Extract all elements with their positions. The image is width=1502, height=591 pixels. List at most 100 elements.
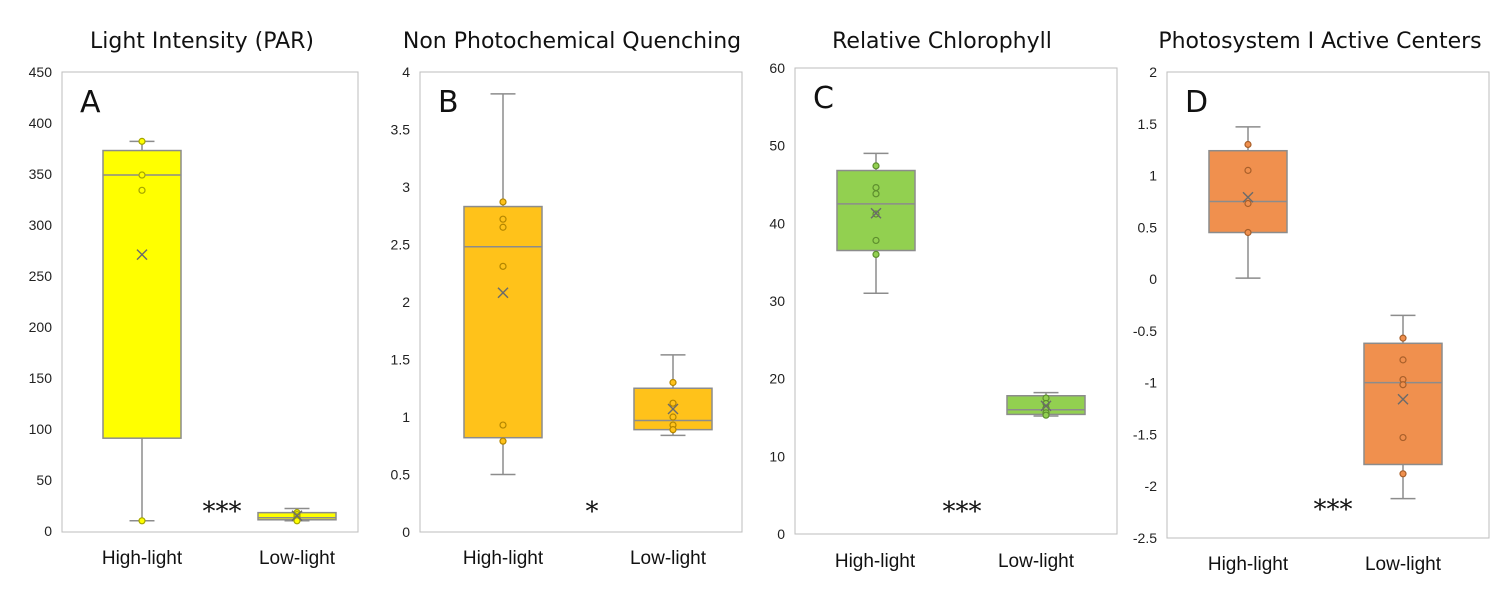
data-point	[138, 171, 146, 179]
y-tick-label: 150	[29, 370, 53, 386]
data-point	[499, 198, 507, 206]
panel-b: Non Photochemical Quenching B 0 0.5 1 1.5 2 2…	[391, 29, 743, 569]
box-low-light	[257, 507, 337, 525]
box-low-light	[1006, 391, 1086, 419]
y-tick-label: 1	[402, 409, 410, 425]
panel-d-boxes	[1208, 126, 1443, 500]
panel-c-plot-area	[794, 67, 1118, 535]
data-point	[138, 137, 146, 145]
panel-c-category-high-light: High-light	[835, 551, 916, 572]
data-point	[499, 223, 507, 231]
panel-a-plot-area	[61, 71, 359, 533]
panel-c-boxes	[836, 152, 1086, 419]
data-point	[1042, 411, 1050, 419]
y-tick-label: 0	[44, 523, 52, 539]
data-point	[138, 186, 146, 194]
y-tick-label: 300	[29, 217, 53, 233]
panel-a-y-axis: 0 50 100 150 200 250 300 350 400 450	[29, 64, 53, 539]
y-tick-label: 0	[402, 524, 410, 540]
data-point	[669, 399, 677, 407]
panel-b-category-high-light: High-light	[463, 548, 544, 569]
y-tick-label: 4	[402, 64, 410, 80]
panel-c-letter: C	[813, 81, 834, 116]
mean-marker	[667, 403, 679, 415]
panel-c-y-axis: 0 10 20 30 40 50 60	[769, 60, 785, 542]
panel-c: Relative Chlorophyll C 0 10 20 30 40 50 60 Hig…	[769, 29, 1118, 572]
y-tick-label: 250	[29, 268, 53, 284]
panel-d-y-axis: -2.5 -2 -1.5 -1 -0.5 0 0.5 1 1.5 2	[1133, 64, 1157, 546]
panel-c-category-low-light: Low-light	[998, 551, 1075, 572]
panel-d-plot-area	[1166, 71, 1490, 539]
data-point	[669, 426, 677, 434]
y-tick-label: 30	[769, 293, 785, 309]
mean-marker	[136, 249, 148, 261]
panel-a-letter: A	[80, 85, 101, 120]
y-tick-label: -2.5	[1133, 530, 1157, 546]
y-tick-label: 2	[402, 294, 410, 310]
panel-b-letter: B	[438, 85, 459, 120]
data-point	[499, 421, 507, 429]
data-point	[669, 413, 677, 421]
y-tick-label: -1.5	[1133, 426, 1157, 442]
panel-a-category-high-light: High-light	[102, 548, 183, 569]
data-point	[1399, 433, 1407, 442]
panel-a-category-low-light: Low-light	[259, 548, 336, 569]
panel-a: Light Intensity (PAR) A 0 50 100 150 200 250 3…	[29, 29, 359, 569]
y-tick-label: 100	[29, 421, 53, 437]
mean-marker	[291, 510, 303, 522]
y-tick-label: 50	[769, 138, 785, 154]
panel-b-y-axis: 0 0.5 1 1.5 2 2.5 3 3.5 4	[391, 64, 411, 540]
panel-a-title: Light Intensity (PAR)	[90, 29, 314, 54]
data-point	[872, 190, 880, 198]
y-tick-label: 20	[769, 371, 785, 387]
y-tick-label: -2	[1145, 478, 1158, 494]
y-tick-label: 1	[1149, 168, 1157, 184]
mean-marker-stroke	[1397, 393, 1409, 405]
y-tick-label: 3.5	[391, 122, 411, 138]
panel-d-category-low-light: Low-light	[1365, 554, 1442, 575]
panel-b-category-low-light: Low-light	[630, 548, 707, 569]
box-high-light	[836, 152, 916, 294]
panel-c-significance: ***	[943, 497, 982, 527]
y-tick-label: 200	[29, 319, 53, 335]
y-tick-label: 350	[29, 166, 53, 182]
panel-a-boxes	[102, 137, 337, 525]
mean-marker-stroke	[870, 207, 882, 219]
data-point	[1244, 199, 1252, 208]
iqr-box	[1363, 342, 1443, 466]
iqr-box	[102, 149, 182, 439]
y-tick-label: -1	[1145, 375, 1158, 391]
mean-marker	[1242, 191, 1254, 203]
mean-marker	[1397, 393, 1409, 405]
y-tick-label: 0	[777, 526, 785, 542]
data-point	[669, 378, 677, 387]
iqr-box	[1208, 149, 1288, 234]
y-tick-label: 40	[769, 215, 785, 231]
mean-marker	[1040, 400, 1052, 412]
y-tick-label: 0.5	[1138, 219, 1158, 235]
data-point	[872, 162, 880, 170]
data-point	[499, 262, 507, 270]
panel-a-significance: ***	[203, 497, 242, 527]
data-point	[499, 215, 507, 223]
panel-d-title: Photosystem I Active Centers	[1158, 29, 1481, 54]
data-point	[1244, 166, 1252, 174]
panel-c-title: Relative Chlorophyll	[832, 29, 1052, 54]
panel-b-significance: *	[586, 497, 599, 527]
data-point	[1399, 381, 1407, 389]
box-low-light	[633, 354, 713, 437]
y-tick-label: 50	[36, 472, 52, 488]
data-point	[872, 236, 880, 245]
box-high-light	[102, 137, 182, 525]
iqr-box	[463, 205, 543, 439]
data-point	[138, 517, 146, 525]
y-tick-label: 2	[1149, 64, 1157, 80]
mean-marker-stroke	[667, 403, 679, 415]
y-tick-label: 3	[402, 179, 410, 195]
panel-b-plot-area	[419, 71, 743, 533]
panel-d-letter: D	[1185, 85, 1208, 120]
data-point	[1244, 228, 1252, 237]
data-point	[1399, 356, 1407, 364]
data-point	[872, 184, 880, 192]
